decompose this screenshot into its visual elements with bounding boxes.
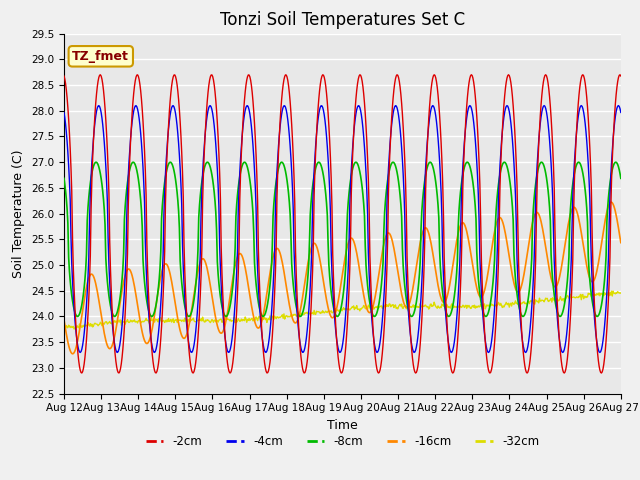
Legend: -2cm, -4cm, -8cm, -16cm, -32cm: -2cm, -4cm, -8cm, -16cm, -32cm: [141, 430, 544, 453]
Title: Tonzi Soil Temperatures Set C: Tonzi Soil Temperatures Set C: [220, 11, 465, 29]
Y-axis label: Soil Temperature (C): Soil Temperature (C): [12, 149, 26, 278]
X-axis label: Time: Time: [327, 419, 358, 432]
Text: TZ_fmet: TZ_fmet: [72, 50, 129, 63]
